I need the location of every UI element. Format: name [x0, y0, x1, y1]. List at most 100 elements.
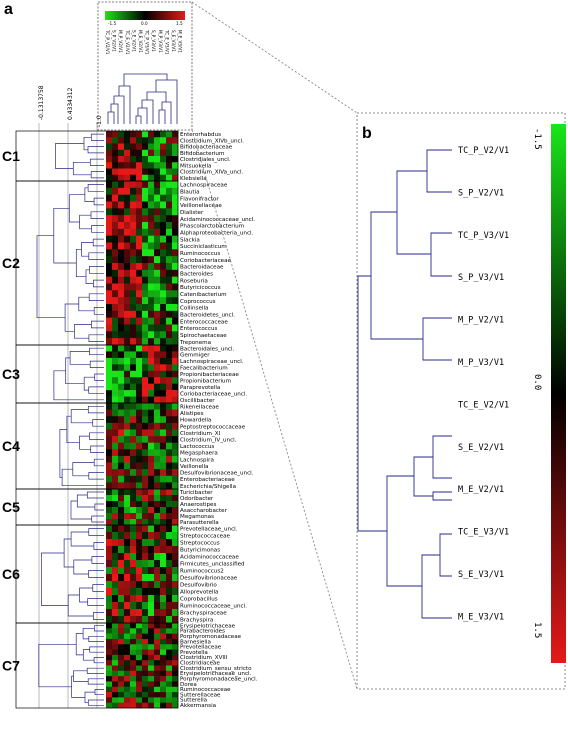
heatmap-cell: [148, 495, 155, 502]
heatmap-cell: [148, 501, 155, 508]
heatmap-cell: [154, 462, 161, 470]
heatmap-cell: [106, 174, 113, 182]
heatmap-cell: [160, 686, 167, 693]
heatmap-cell: [172, 660, 179, 666]
heatmap-cell: [106, 654, 113, 661]
heatmap-cell: [136, 310, 143, 318]
sample-labels-b: TC_P_V2/V1 S_P_V2/V1 TC_P_V3/V1 S_P_V3/V1 M_…: [458, 146, 509, 622]
row-dendro-branch: [91, 225, 104, 233]
heatmap-cell: [154, 436, 161, 443]
heatmap-cell: [118, 697, 125, 703]
heatmap-cell: [148, 263, 155, 271]
heatmap-cell: [124, 623, 131, 629]
heatmap-cell: [118, 276, 125, 284]
heatmap-cell: [166, 525, 173, 533]
heatmap-cell: [136, 595, 143, 603]
heatmap-cell: [136, 686, 143, 693]
heatmap-cell: [160, 436, 167, 443]
heatmap-cell: [106, 390, 113, 397]
heatmap-cell: [154, 660, 161, 666]
taxon-label: Clostridium_IV_uncl.: [180, 438, 237, 444]
row-dendro-branch: [88, 570, 104, 578]
taxon-label: Roseburia: [180, 278, 208, 284]
heatmap-cell: [130, 263, 137, 271]
heatmap-cell: [136, 475, 143, 483]
heatmap-cell: [160, 525, 167, 533]
heatmap-cell: [130, 602, 137, 610]
heatmap-cell: [124, 249, 131, 257]
row-dendro-branch: [55, 143, 84, 169]
heatmap-cell: [148, 581, 155, 589]
taxon-label: Barnesiella: [180, 639, 211, 645]
taxon-label: Erysipelotrichaceae: [180, 623, 236, 629]
heatmap-cell: [112, 686, 119, 693]
heatmap-cell: [124, 235, 131, 243]
heatmap-cell: [166, 686, 173, 693]
taxon-label: Dialister: [180, 210, 204, 216]
heatmap-cell: [130, 416, 137, 424]
heatmap-cell: [112, 676, 119, 682]
heatmap-cell: [172, 686, 179, 693]
heatmap-cell: [142, 297, 149, 305]
row-dendro-branch: [90, 171, 104, 179]
taxon-label: Clostridium_XVIII: [180, 655, 228, 661]
heatmap-cell: [112, 649, 119, 656]
heatmap-cell: [148, 462, 155, 470]
heatmap-cell: [160, 609, 167, 617]
sample-column-label: S_P_V2/V1: [112, 30, 117, 52]
heatmap-cell: [112, 638, 119, 645]
sample-column-label: S_E_V3/V1: [171, 30, 176, 52]
heatmap-cell: [160, 276, 167, 284]
heatmap-cell: [130, 449, 137, 457]
heatmap-cell: [118, 633, 125, 640]
heatmap-cell: [130, 525, 137, 533]
heatmap-cell: [142, 416, 149, 424]
heatmap-cell: [166, 644, 173, 650]
heatmap-cell: [160, 409, 167, 417]
heatmap-cell: [130, 377, 137, 384]
heatmap-cell: [154, 455, 161, 463]
heatmap-cell: [166, 546, 173, 554]
heatmap-cell: [124, 409, 131, 417]
sample-label-b: M_E_V3/V1: [458, 612, 504, 622]
heatmap-cell: [130, 532, 137, 540]
heatmap-cell: [124, 263, 131, 271]
heatmap-cell: [106, 501, 113, 508]
heatmap-cell: [166, 616, 173, 624]
heatmap-cell: [154, 567, 161, 575]
heatmap-cell: [148, 310, 155, 318]
heatmap-cell: [118, 416, 125, 424]
heatmap-cell: [160, 187, 167, 195]
heatmap-cell: [106, 525, 113, 533]
heatmap-cell: [142, 422, 149, 430]
heatmap-cell: [154, 469, 161, 477]
taxon-label: Alistipes: [180, 411, 204, 417]
heatmap-cell: [154, 475, 161, 483]
heatmap-cell: [106, 370, 113, 378]
taxon-label: Clostridium_XI: [180, 431, 221, 437]
heatmap-cell: [130, 513, 137, 520]
heatmap-cell: [130, 187, 137, 195]
heatmap-cell: [166, 588, 173, 596]
heatmap-cell: [112, 475, 119, 483]
heatmap-cell: [142, 539, 149, 547]
heatmap-cell: [136, 644, 143, 650]
heatmap-cell: [112, 574, 119, 582]
heatmap-cell: [136, 222, 143, 230]
heatmap-cell: [154, 162, 161, 169]
legend-a-high: 1.5: [176, 21, 183, 26]
heatmap-cell: [160, 581, 167, 589]
taxon-label: Bifidobacteriaceae: [180, 145, 233, 151]
heatmap-cell: [112, 162, 119, 169]
heatmap-cell: [142, 623, 149, 629]
heatmap-cell: [130, 649, 137, 656]
heatmap-cell: [118, 686, 125, 693]
heatmap-cell: [148, 469, 155, 477]
row-dendro-branch: [90, 133, 104, 141]
heatmap-cell: [154, 616, 161, 624]
heatmap-cell: [166, 194, 173, 202]
taxon-label: Coprococcus: [180, 299, 216, 305]
heatmap-cell: [124, 357, 131, 365]
heatmap-cell: [112, 409, 119, 417]
heatmap-cell: [166, 187, 173, 195]
